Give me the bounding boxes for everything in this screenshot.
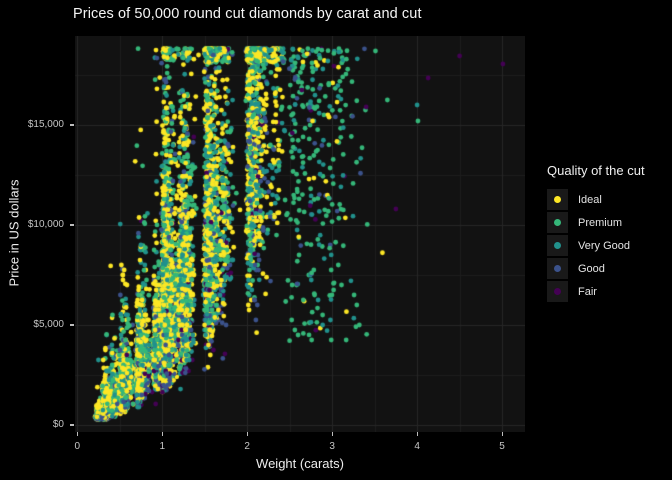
legend-item-fair: Fair: [547, 281, 645, 302]
y-tick-mark: [70, 224, 74, 226]
x-tick-label: 0: [74, 441, 81, 452]
legend-point-icon: [554, 242, 561, 249]
legend-item-very-good: Very Good: [547, 235, 645, 256]
y-tick-label: $5,000: [33, 319, 64, 330]
x-tick-mark: [331, 432, 334, 436]
x-tick-mark: [416, 432, 419, 436]
x-tick-mark: [246, 432, 249, 436]
y-tick-label: $10,000: [27, 219, 64, 230]
y-tick-mark: [70, 124, 74, 126]
legend-item-label: Ideal: [578, 193, 602, 206]
x-tick-mark: [501, 432, 504, 436]
legend-key-swatch: [547, 212, 568, 233]
legend-point-icon: [554, 265, 561, 272]
legend-point-icon: [554, 288, 561, 295]
legend-key-swatch: [547, 189, 568, 210]
legend: Quality of the cut Ideal Premium Very Good…: [547, 163, 645, 304]
x-tick-label: 3: [329, 441, 335, 452]
legend-title: Quality of the cut: [547, 163, 645, 178]
y-tick-mark: [70, 324, 74, 326]
legend-items: Ideal Premium Very Good Good Fair: [547, 189, 645, 302]
x-axis-title: Weight (carats): [256, 456, 344, 471]
y-tick-mark: [70, 424, 74, 426]
scatter-canvas: [75, 36, 525, 432]
x-tick-label: 1: [159, 441, 166, 452]
legend-point-icon: [554, 196, 561, 203]
x-tick-mark: [76, 432, 79, 436]
legend-key-swatch: [547, 281, 568, 302]
legend-item-label: Very Good: [578, 239, 630, 252]
legend-point-icon: [554, 219, 561, 226]
y-tick-label: $0: [52, 419, 64, 430]
x-tick-label: 2: [244, 441, 250, 452]
plot-panel: [75, 36, 525, 432]
legend-item-label: Premium: [578, 216, 623, 229]
chart-title: Prices of 50,000 round cut diamonds by c…: [73, 6, 422, 22]
legend-item-premium: Premium: [547, 212, 645, 233]
x-tick-label: 4: [414, 441, 420, 452]
x-tick-mark: [161, 432, 164, 436]
legend-item-ideal: Ideal: [547, 189, 645, 210]
legend-item-label: Fair: [578, 285, 597, 298]
y-tick-label: $15,000: [27, 119, 64, 130]
legend-item-label: Good: [578, 262, 605, 275]
legend-key-swatch: [547, 258, 568, 279]
y-axis-title: Price in US dollars: [6, 179, 22, 287]
legend-key-swatch: [547, 235, 568, 256]
x-tick-label: 5: [499, 441, 505, 452]
legend-item-good: Good: [547, 258, 645, 279]
